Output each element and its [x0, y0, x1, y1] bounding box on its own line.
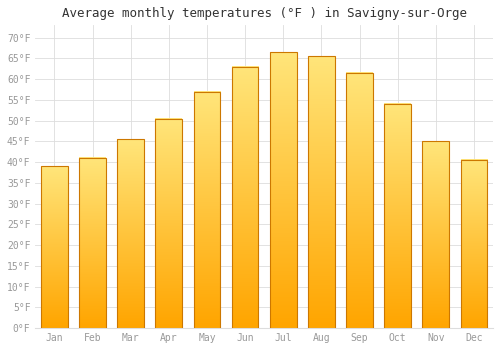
Bar [79, 158, 106, 328]
Bar [346, 73, 373, 328]
Bar [384, 104, 411, 328]
Bar [232, 67, 258, 328]
Bar [270, 52, 296, 328]
Bar [156, 119, 182, 328]
Bar [422, 141, 449, 328]
Bar [118, 139, 144, 328]
Title: Average monthly temperatures (°F ) in Savigny-sur-Orge: Average monthly temperatures (°F ) in Sa… [62, 7, 466, 20]
Bar [194, 92, 220, 328]
Bar [41, 166, 68, 328]
Bar [308, 56, 335, 328]
Bar [460, 160, 487, 328]
